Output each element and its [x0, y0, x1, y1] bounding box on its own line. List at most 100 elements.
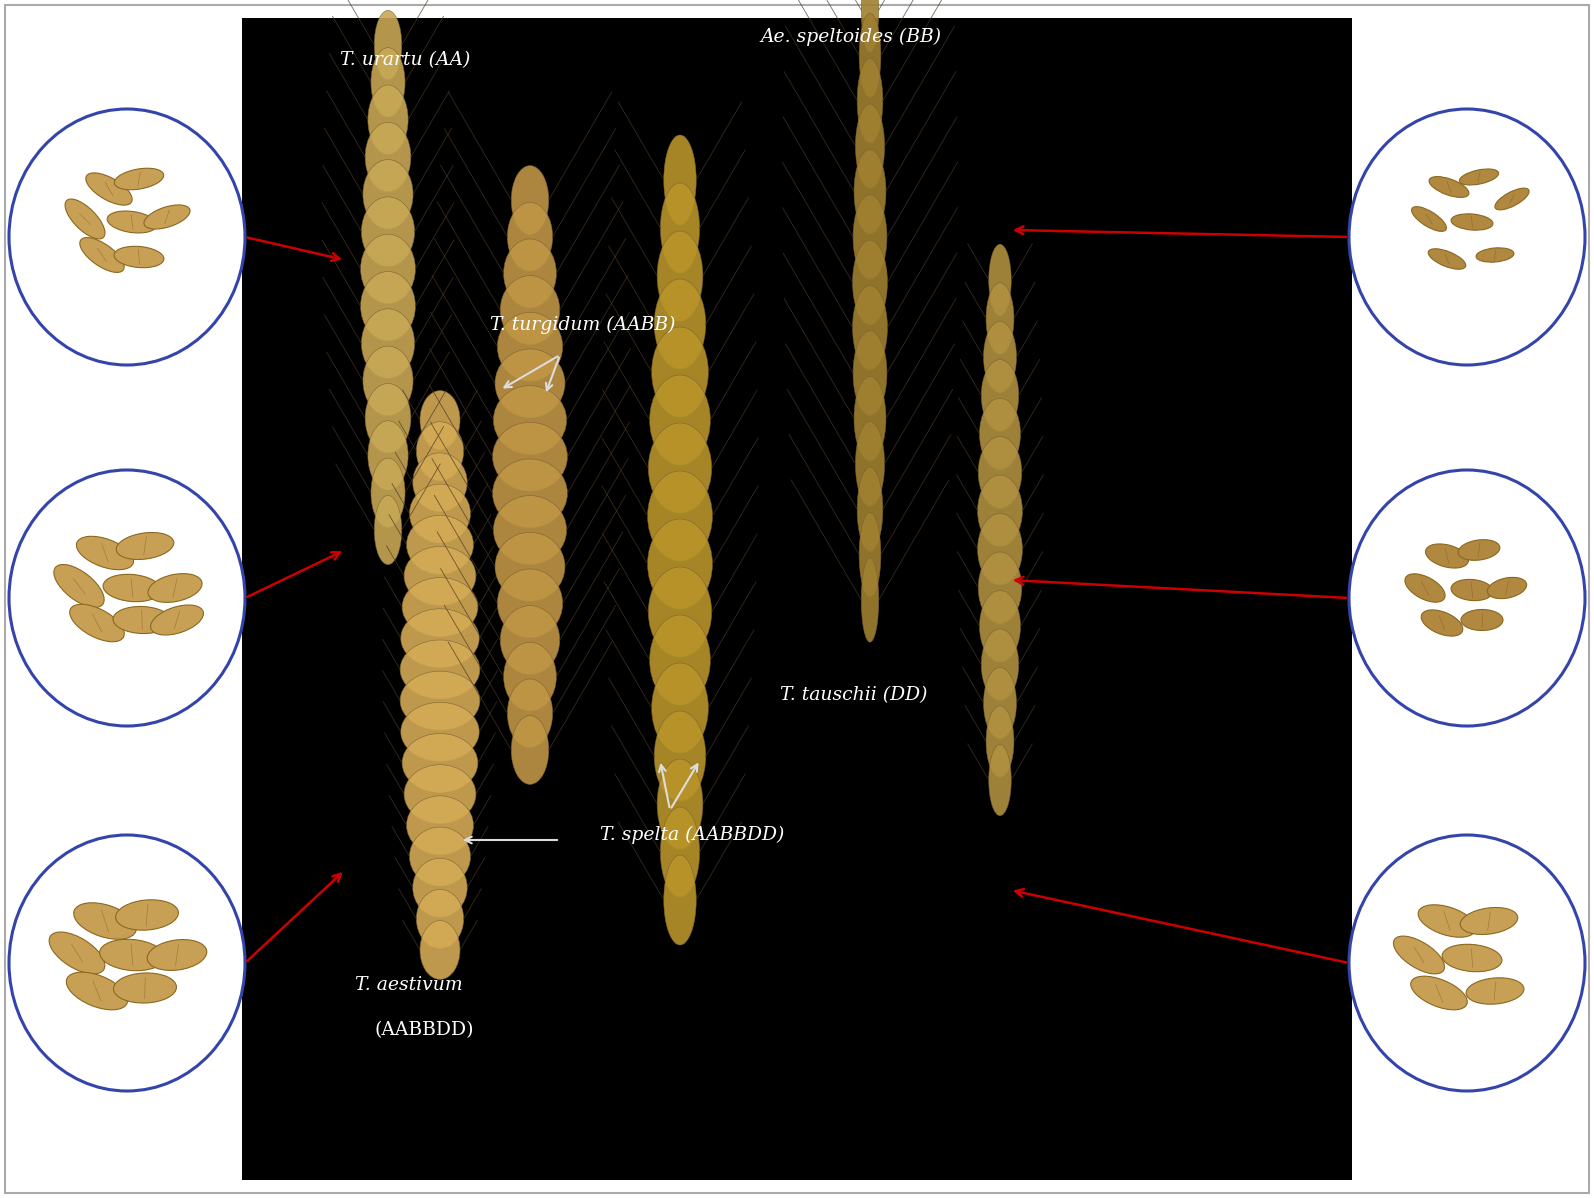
Ellipse shape	[858, 467, 883, 551]
Ellipse shape	[856, 422, 885, 506]
Ellipse shape	[856, 104, 885, 188]
Ellipse shape	[402, 733, 478, 792]
Ellipse shape	[99, 939, 164, 970]
Ellipse shape	[493, 422, 567, 491]
Ellipse shape	[1411, 976, 1466, 1010]
Ellipse shape	[1430, 176, 1470, 198]
Ellipse shape	[512, 715, 548, 785]
Ellipse shape	[854, 376, 886, 460]
Ellipse shape	[858, 59, 883, 143]
Ellipse shape	[979, 591, 1020, 661]
Ellipse shape	[371, 458, 405, 527]
Ellipse shape	[507, 679, 553, 748]
Ellipse shape	[979, 398, 1020, 470]
Ellipse shape	[363, 159, 413, 229]
Ellipse shape	[368, 420, 408, 490]
Ellipse shape	[10, 109, 245, 365]
Ellipse shape	[115, 168, 164, 189]
Ellipse shape	[1451, 580, 1494, 600]
Ellipse shape	[365, 383, 411, 453]
Ellipse shape	[143, 205, 190, 229]
Ellipse shape	[86, 173, 132, 205]
Ellipse shape	[410, 484, 470, 543]
Ellipse shape	[403, 546, 477, 605]
Ellipse shape	[977, 514, 1022, 585]
Ellipse shape	[853, 240, 888, 325]
Ellipse shape	[654, 710, 706, 801]
Ellipse shape	[497, 313, 563, 381]
Ellipse shape	[1487, 577, 1527, 599]
Ellipse shape	[10, 835, 245, 1091]
Ellipse shape	[416, 889, 464, 949]
Ellipse shape	[982, 359, 1019, 431]
Ellipse shape	[104, 574, 161, 601]
Ellipse shape	[365, 122, 411, 192]
Ellipse shape	[657, 231, 703, 321]
Ellipse shape	[403, 764, 477, 823]
Ellipse shape	[1459, 539, 1500, 561]
Text: T. tauschii (DD): T. tauschii (DD)	[779, 686, 928, 704]
Ellipse shape	[1428, 249, 1466, 270]
Ellipse shape	[116, 900, 179, 930]
Ellipse shape	[496, 532, 564, 601]
Ellipse shape	[1460, 908, 1517, 934]
Ellipse shape	[416, 422, 464, 480]
Ellipse shape	[360, 272, 416, 340]
Text: T. urartu (AA): T. urartu (AA)	[340, 52, 470, 69]
Ellipse shape	[362, 196, 414, 266]
Ellipse shape	[861, 0, 878, 53]
Ellipse shape	[413, 453, 467, 512]
Ellipse shape	[113, 973, 177, 1003]
Ellipse shape	[1462, 610, 1503, 630]
Ellipse shape	[647, 471, 713, 561]
Ellipse shape	[660, 183, 700, 273]
Ellipse shape	[67, 972, 128, 1010]
Ellipse shape	[507, 202, 553, 271]
Ellipse shape	[979, 552, 1022, 623]
Ellipse shape	[1349, 109, 1584, 365]
Ellipse shape	[1404, 574, 1446, 603]
Ellipse shape	[1460, 169, 1498, 184]
Ellipse shape	[1451, 213, 1494, 230]
Ellipse shape	[854, 150, 886, 234]
Ellipse shape	[652, 327, 708, 417]
Ellipse shape	[650, 615, 711, 704]
Ellipse shape	[115, 247, 164, 267]
Ellipse shape	[1476, 248, 1514, 262]
Ellipse shape	[494, 496, 566, 564]
Ellipse shape	[371, 48, 405, 117]
Ellipse shape	[512, 165, 548, 235]
Ellipse shape	[54, 564, 104, 607]
Ellipse shape	[859, 13, 881, 97]
Ellipse shape	[150, 605, 204, 635]
Ellipse shape	[1443, 944, 1502, 972]
Ellipse shape	[654, 279, 706, 369]
Ellipse shape	[496, 349, 564, 418]
Ellipse shape	[493, 459, 567, 527]
Ellipse shape	[504, 238, 556, 308]
Text: T. turgidum (AABB): T. turgidum (AABB)	[489, 316, 676, 334]
Ellipse shape	[419, 391, 461, 449]
Ellipse shape	[649, 423, 711, 513]
Ellipse shape	[504, 642, 556, 712]
Ellipse shape	[400, 671, 480, 730]
Ellipse shape	[410, 827, 470, 885]
Ellipse shape	[400, 640, 480, 698]
Ellipse shape	[1412, 206, 1446, 231]
Ellipse shape	[413, 858, 467, 918]
Ellipse shape	[987, 283, 1014, 355]
Ellipse shape	[660, 807, 700, 897]
Bar	[242, 18, 1352, 1180]
Ellipse shape	[983, 667, 1017, 739]
Ellipse shape	[70, 604, 124, 642]
Ellipse shape	[650, 375, 711, 465]
Ellipse shape	[65, 199, 105, 238]
Ellipse shape	[375, 11, 402, 79]
Ellipse shape	[400, 609, 480, 667]
Ellipse shape	[1466, 978, 1524, 1004]
Ellipse shape	[113, 606, 171, 634]
Ellipse shape	[406, 515, 473, 574]
Ellipse shape	[501, 606, 559, 674]
Ellipse shape	[1349, 470, 1584, 726]
Ellipse shape	[419, 920, 461, 980]
